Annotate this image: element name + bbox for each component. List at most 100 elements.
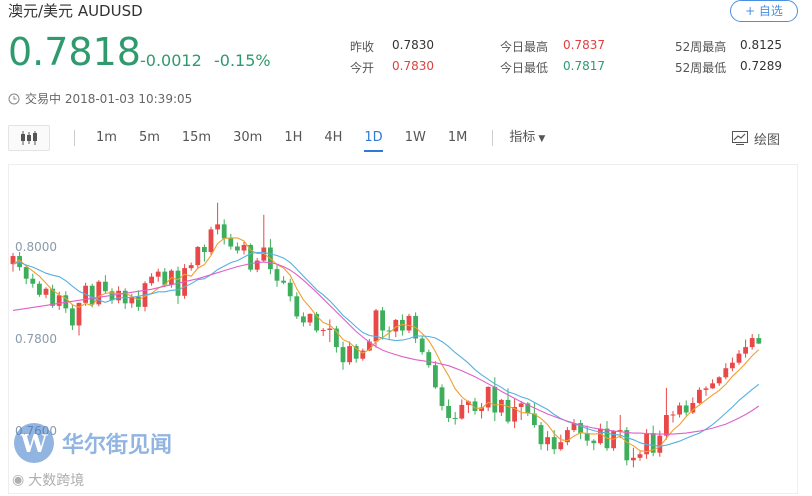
candle-up[interactable] <box>690 402 696 413</box>
candle-up[interactable] <box>116 290 121 301</box>
candle-up[interactable] <box>485 386 491 408</box>
candle-down[interactable] <box>400 319 405 331</box>
candle-down[interactable] <box>37 283 42 295</box>
period-5m[interactable]: 5m <box>138 130 160 145</box>
candle-up[interactable] <box>155 271 161 277</box>
candle-up[interactable] <box>327 328 333 330</box>
candle-up[interactable] <box>697 389 702 403</box>
candle-down[interactable] <box>228 238 234 247</box>
indicator-menu[interactable]: 指标 ▼ <box>509 124 545 152</box>
candle-down[interactable] <box>538 425 544 445</box>
candle-up[interactable] <box>518 403 524 407</box>
candle-up[interactable] <box>644 433 649 455</box>
candle-up[interactable] <box>677 405 682 415</box>
candle-up[interactable] <box>360 350 366 359</box>
candle-up[interactable] <box>631 457 636 461</box>
candle-down[interactable] <box>551 437 557 450</box>
candle-up[interactable] <box>307 313 313 323</box>
candle-up[interactable] <box>617 430 623 432</box>
candle-down[interactable] <box>380 310 385 331</box>
draw-button[interactable]: 绘图 <box>731 124 780 152</box>
add-watchlist-button[interactable]: + 自选 <box>730 0 798 22</box>
period-4h[interactable]: 4H <box>324 130 343 145</box>
candle-down[interactable] <box>314 313 319 331</box>
candle-down[interactable] <box>650 433 656 453</box>
candle-down[interactable] <box>89 285 95 305</box>
candle-down[interactable] <box>452 418 458 420</box>
candle-down[interactable] <box>103 281 108 292</box>
candle-up[interactable] <box>545 437 550 445</box>
candle-down[interactable] <box>505 399 511 422</box>
candle-up[interactable] <box>367 341 372 351</box>
candle-down[interactable] <box>584 433 590 441</box>
candle-up[interactable] <box>406 315 412 331</box>
candle-down[interactable] <box>578 423 583 434</box>
candle-down[interactable] <box>274 269 280 281</box>
candle-down[interactable] <box>248 244 253 270</box>
candle-up[interactable] <box>565 430 570 443</box>
candle-down[interactable] <box>353 346 359 359</box>
period-1d[interactable]: 1D <box>364 124 383 152</box>
candle-down[interactable] <box>591 440 597 444</box>
period-1m[interactable]: 1m <box>96 130 117 145</box>
candle-down[interactable] <box>492 386 498 413</box>
candle-up[interactable] <box>149 276 154 284</box>
candle-down[interactable] <box>136 296 141 307</box>
candle-up[interactable] <box>208 229 214 253</box>
candle-down[interactable] <box>334 328 339 348</box>
candle-up[interactable] <box>10 256 16 265</box>
candle-down[interactable] <box>70 308 75 326</box>
candle-up[interactable] <box>373 310 379 342</box>
candle-up[interactable] <box>710 383 715 389</box>
candle-down[interactable] <box>301 316 306 323</box>
candle-up[interactable] <box>730 362 735 369</box>
candle-up[interactable] <box>188 265 194 269</box>
candle-down[interactable] <box>472 401 478 411</box>
candle-down[interactable] <box>433 365 438 388</box>
candle-down[interactable] <box>525 403 531 414</box>
candle-down[interactable] <box>532 413 537 426</box>
candle-down[interactable] <box>386 330 392 332</box>
candle-up[interactable] <box>347 346 352 363</box>
candle-down[interactable] <box>683 405 689 413</box>
chart-type-button[interactable] <box>8 125 50 151</box>
candle-up[interactable] <box>241 244 247 251</box>
candle-down[interactable] <box>162 271 168 285</box>
candle-up[interactable] <box>749 338 755 348</box>
candle-down[interactable] <box>50 288 55 306</box>
candle-down[interactable] <box>221 224 227 239</box>
candle-up[interactable] <box>637 454 643 458</box>
candle-up[interactable] <box>459 404 465 419</box>
candle-down[interactable] <box>281 280 286 283</box>
candle-down[interactable] <box>446 405 451 419</box>
candle-down[interactable] <box>294 296 300 317</box>
candle-up[interactable] <box>571 423 577 431</box>
candle-up[interactable] <box>664 415 669 436</box>
candle-down[interactable] <box>30 278 36 284</box>
candle-down[interactable] <box>235 246 240 251</box>
candle-down[interactable] <box>439 387 445 406</box>
candle-up[interactable] <box>558 442 564 450</box>
candle-up[interactable] <box>723 368 729 378</box>
period-1h[interactable]: 1H <box>284 130 303 145</box>
candle-up[interactable] <box>129 296 135 304</box>
candle-down[interactable] <box>287 282 293 297</box>
candle-down[interactable] <box>419 338 425 353</box>
candle-up[interactable] <box>716 377 722 384</box>
candle-up[interactable] <box>254 260 260 270</box>
candle-up[interactable] <box>393 319 399 332</box>
candle-up[interactable] <box>320 330 326 331</box>
candle-up[interactable] <box>56 295 62 306</box>
candle-up[interactable] <box>96 281 102 305</box>
candle-up[interactable] <box>499 399 504 413</box>
candle-up[interactable] <box>743 347 748 354</box>
candle-down[interactable] <box>426 352 432 366</box>
candle-down[interactable] <box>23 267 29 279</box>
candle-down[interactable] <box>202 246 207 253</box>
candle-up[interactable] <box>736 353 742 363</box>
candle-up[interactable] <box>598 428 603 444</box>
candle-up[interactable] <box>76 302 82 326</box>
candle-down[interactable] <box>624 430 630 461</box>
candle-down[interactable] <box>122 290 128 304</box>
candle-up[interactable] <box>512 406 517 422</box>
